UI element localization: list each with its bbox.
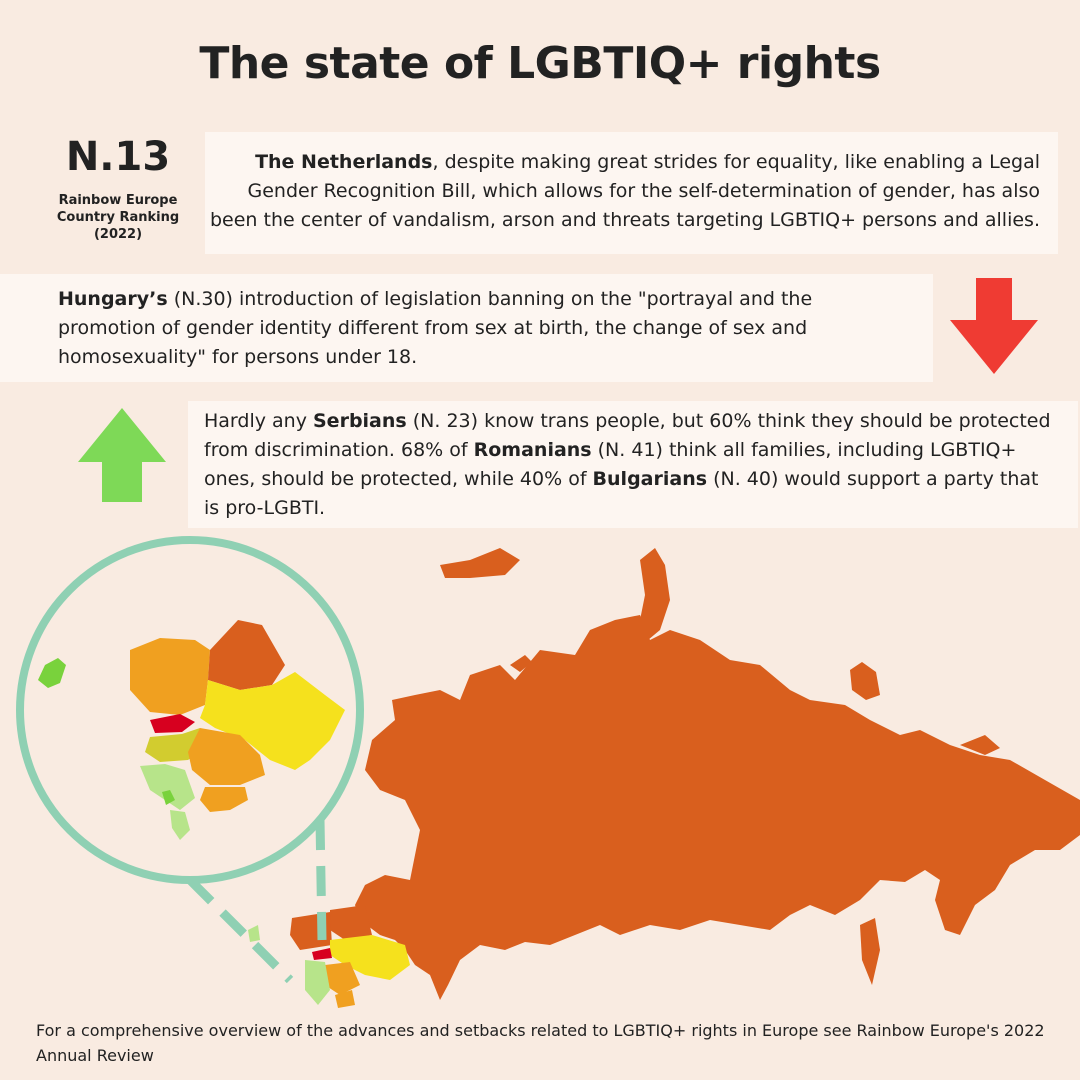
lens-connector-right [315,819,327,941]
hungary-name: Hungary’s [58,288,168,310]
balkans-text-2: (N. 23) know trans people, but 60% think… [204,410,1051,461]
balkans-text-4: (N. 40) would support a party that is pr… [204,468,1039,519]
serbia-region [140,764,195,810]
slovakia-region-small [312,948,332,960]
belarus-region [208,620,285,690]
footer-note: For a comprehensive overview of the adva… [36,1021,1045,1065]
netherlands-name: The Netherlands [255,151,433,173]
balkans-text-box: Hardly any Serbians (N. 23) know trans p… [188,401,1078,528]
netherlands-region-small [248,925,260,942]
romania-region [188,728,265,785]
balkans-text-3: (N. 41) think all families, including LG… [204,439,1017,490]
russia-island-ne [850,662,880,700]
ranking-label: Rainbow Europe Country Ranking (2022) [56,193,180,242]
romanians-name: Romanians [473,439,592,461]
hungary-text: (N.30) introduction of legislation banni… [58,288,813,368]
russia-island-wrangel [960,735,1000,755]
europe-map [16,536,1080,1008]
bosnia-region [162,790,175,805]
slovakia-region [150,714,195,733]
bulgarians-name: Bulgarians [592,468,708,490]
poland-region [130,638,210,715]
down-arrow-icon [950,278,1038,374]
balkans-text-1: Hardly any [204,410,313,432]
russia-island-north [640,548,670,640]
serbians-name: Serbians [313,410,407,432]
russia-island-sakhalin [860,918,880,985]
ukraine-region-small [330,935,410,980]
russia-region [355,615,1080,1000]
up-arrow-icon [78,408,166,502]
bulgaria-region-small [335,990,355,1008]
page-title: The state of LGBTIQ+ rights [199,38,881,89]
netherlands-text-box: The Netherlands, despite making great st… [205,132,1058,254]
russia-island-fj [440,548,520,578]
netherlands-region [38,658,66,688]
russia-island-nz [510,655,532,672]
ranking-number: N.13 [65,134,171,180]
romania-region-small [325,962,360,995]
serbia-region-small [305,960,330,1005]
ukraine-region [200,672,345,770]
bulgaria-region [200,787,248,812]
hungary-text-box: Hungary’s (N.30) introduction of legisla… [0,274,933,382]
lens-connector-left [186,876,294,984]
balkan-south-region [170,810,190,840]
belarus-region-small [330,905,372,940]
netherlands-text: , despite making great strides for equal… [209,151,1040,231]
